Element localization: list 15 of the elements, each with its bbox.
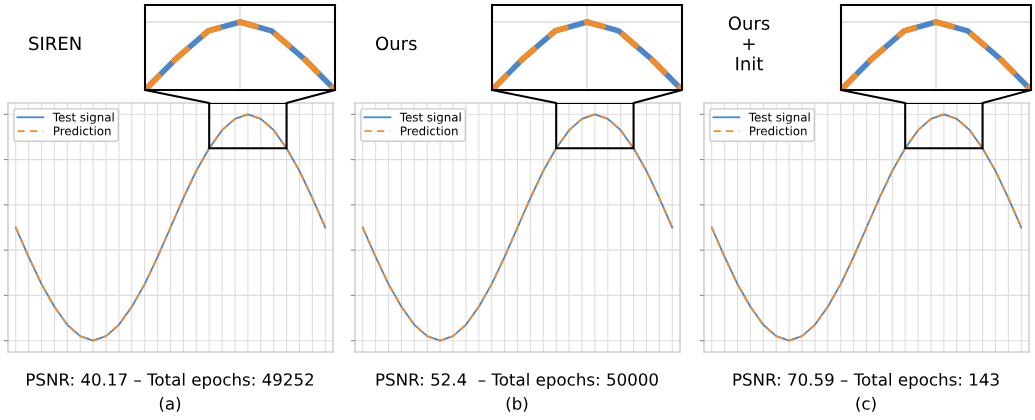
chart-title: SIREN [29, 36, 81, 51]
text: (a) [159, 396, 181, 412]
text: PSNR: 52.4 – Total epochs: 50000 [376, 372, 658, 390]
text: PSNR: 40.17 – Total epochs: 49252 [26, 372, 313, 390]
chart-title: Ours [376, 36, 417, 51]
text: PSNR: 70.59 – Total epochs: 143 [733, 372, 999, 390]
legend-label: Test signal [52, 112, 114, 124]
text: (b) [506, 396, 528, 412]
legend-label: Test signal [748, 112, 810, 124]
legend-label: Prediction [54, 126, 111, 136]
chart-title: Ours + Init [728, 16, 770, 71]
legend-label: Test signal [399, 112, 461, 124]
legend-label: Prediction [401, 126, 458, 136]
legend-label: Prediction [750, 126, 807, 136]
text: (c) [856, 396, 876, 412]
